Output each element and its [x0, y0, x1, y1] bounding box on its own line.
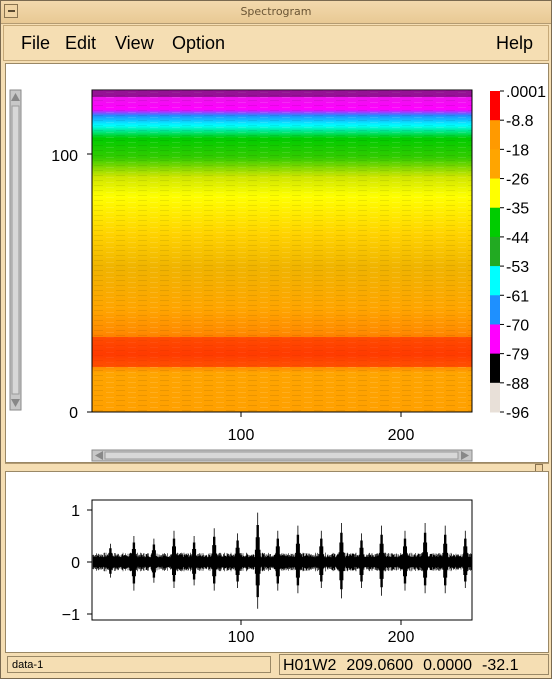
waveform-spike — [131, 536, 137, 591]
colorbar-swatch — [490, 91, 500, 121]
minus-icon — [8, 10, 15, 12]
x-tick-200: 200 — [388, 427, 415, 444]
menu-edit[interactable]: Edit — [65, 33, 97, 53]
colorbar-swatch — [490, 149, 500, 180]
waveform-spike — [378, 525, 385, 596]
status-bar: data-1 H01W2 209.0600 0.0000 -32.1 — [3, 653, 549, 677]
colorbar-label: -53 — [506, 259, 529, 276]
menu-option[interactable]: Option — [172, 33, 226, 53]
status-freq: 0.0000 — [423, 657, 473, 674]
waveform-spike — [442, 525, 448, 594]
wave-y-tick-1: 1 — [71, 503, 80, 520]
colorbar-swatch — [490, 178, 500, 209]
waveform-spike — [462, 530, 469, 588]
waveform-spike — [191, 536, 197, 586]
status-dataset: data-1 — [7, 656, 271, 673]
waveform-spike — [234, 533, 241, 588]
spectrogram-svg: 100 0 100 200 .0001 -8.8 -18 -26 -35 -44 -53 -6… — [9, 84, 546, 462]
waveform-spike — [295, 525, 301, 594]
spectrogram-panel: 100 0 100 200 .0001 -8.8 -18 -26 -35 -44 -53 -6… — [5, 63, 549, 463]
waveform-svg: 1 0 −1 100 200 — [62, 499, 473, 646]
colorbar-swatch — [490, 353, 500, 384]
colorbar: .0001 -8.8 -18 -26 -35 -44 -53 -61 -70 -79 -88 -96 — [490, 84, 546, 422]
wave-y-tick-0: 0 — [71, 555, 80, 572]
vertical-scrollbar[interactable] — [9, 89, 22, 411]
wave-x-tick-200: 200 — [388, 629, 415, 646]
scroll-down-icon[interactable] — [11, 399, 20, 407]
colorbar-swatch — [490, 236, 500, 267]
menu-view[interactable]: View — [115, 33, 154, 53]
window-menu-button[interactable] — [4, 4, 18, 18]
colorbar-swatch — [490, 295, 500, 325]
colorbar-label: -26 — [506, 172, 529, 189]
colorbar-label: -79 — [506, 347, 529, 364]
colorbar-label: -70 — [506, 317, 529, 334]
waveform-spike — [254, 512, 261, 609]
waveform-spike — [275, 530, 281, 591]
scroll-up-icon[interactable] — [11, 93, 20, 101]
spectrogram-plot[interactable] — [91, 89, 473, 413]
horizontal-scrollbar[interactable] — [91, 449, 473, 462]
scroll-right-icon[interactable] — [461, 451, 469, 460]
waveform-spike — [107, 543, 114, 578]
menu-bar: File Edit View Option Help — [3, 25, 549, 61]
colorbar-label: -44 — [506, 230, 529, 247]
waveform-spike — [402, 530, 408, 591]
waveform-trace — [92, 512, 472, 609]
wave-x-tick-100: 100 — [228, 629, 255, 646]
wave-y-tick-neg1: −1 — [62, 607, 80, 624]
colorbar-swatch — [490, 382, 500, 413]
window-title: Spectrogram — [240, 5, 312, 18]
colorbar-label: -8.8 — [506, 113, 534, 130]
colorbar-swatch — [490, 207, 500, 238]
waveform-spike — [171, 530, 177, 588]
colorbar-label: .0001 — [506, 84, 546, 101]
menu-file[interactable]: File — [21, 33, 51, 53]
x-tick-100: 100 — [228, 427, 255, 444]
waveform-spike — [211, 528, 217, 591]
scroll-left-icon[interactable] — [95, 451, 103, 460]
waveform-spike — [151, 538, 157, 583]
y-tick-0: 0 — [69, 405, 78, 422]
waveform-spike — [338, 523, 345, 599]
waveform-spike — [358, 533, 365, 588]
menu-help[interactable]: Help — [496, 33, 534, 53]
title-bar[interactable]: Spectrogram — [1, 1, 551, 24]
status-value: -32.1 — [482, 657, 519, 674]
waveform-spike — [422, 523, 428, 594]
colorbar-swatch — [490, 120, 500, 150]
colorbar-label: -18 — [506, 142, 529, 159]
colorbar-swatch — [490, 266, 500, 296]
status-channel: H01W2 — [283, 657, 337, 674]
colorbar-label: -61 — [506, 288, 529, 305]
colorbar-label: -88 — [506, 376, 529, 393]
colorbar-label: -96 — [506, 405, 529, 422]
colorbar-swatch — [490, 324, 500, 355]
waveform-panel: 1 0 −1 100 200 — [5, 471, 549, 653]
waveform-spike — [318, 530, 325, 588]
status-time: 209.0600 — [346, 657, 414, 674]
colorbar-label: -35 — [506, 201, 529, 218]
status-readout: H01W2 209.0600 0.0000 -32.1 — [279, 654, 549, 675]
y-tick-100: 100 — [51, 148, 78, 165]
